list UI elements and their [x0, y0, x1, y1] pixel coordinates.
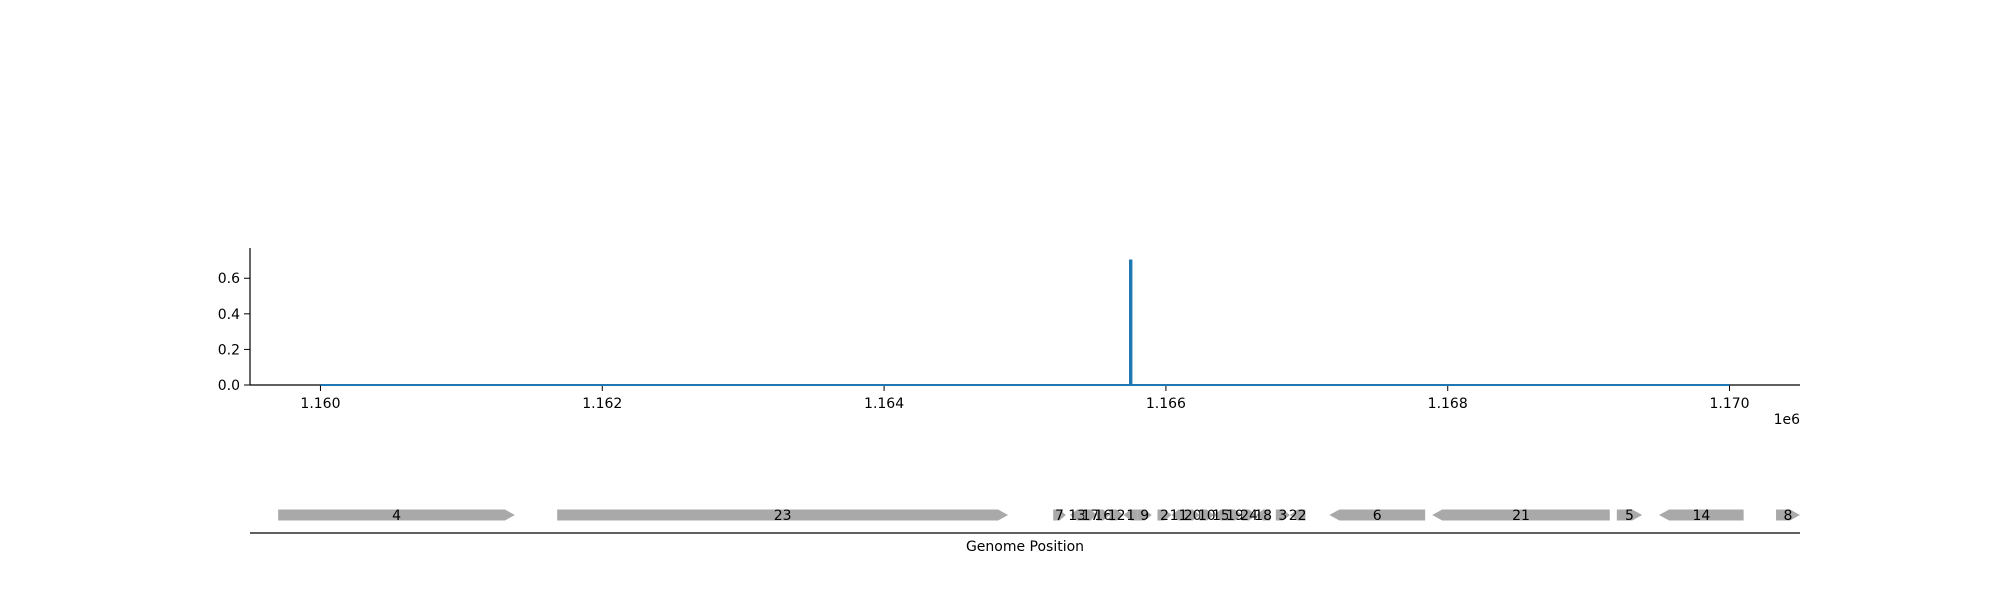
- gene-arrow: [1227, 509, 1242, 521]
- coverage-line: [320, 259, 1730, 386]
- gene-label: 2: [1160, 508, 1169, 524]
- gene-arrow: [278, 509, 515, 521]
- gene-arrow: [1242, 509, 1257, 521]
- y-tick-label: 0.4: [218, 307, 240, 323]
- gene-label: 23: [774, 508, 792, 524]
- gene-label: 19: [1226, 508, 1244, 524]
- gene-label: 12: [1108, 508, 1126, 524]
- gene-label: 5: [1625, 508, 1634, 524]
- gene-label: 15: [1212, 508, 1230, 524]
- gene-label: 11: [1170, 508, 1188, 524]
- y-tick-label: 0.2: [218, 342, 240, 358]
- coverage-plot: 0.00.20.40.6 1.160 1.162 1.164 1.166 1.168 1.…: [218, 248, 1800, 428]
- gene-arrow: [1199, 509, 1214, 521]
- gene-arrow: [1432, 509, 1610, 521]
- gene-label: 20: [1184, 508, 1202, 524]
- x-tick-label: 1.166: [1146, 396, 1186, 412]
- gene-arrow: [557, 509, 1009, 521]
- gene-label: 3: [1278, 508, 1287, 524]
- x-tick-label: 1.170: [1709, 396, 1749, 412]
- x-tick-label: 1.168: [1428, 396, 1468, 412]
- gene-label: 13: [1068, 508, 1086, 524]
- gene-arrow: [1109, 509, 1124, 521]
- gene-arrow: [1171, 509, 1186, 521]
- gene-label: 4: [392, 508, 401, 524]
- x-axis-ticks: 1.160 1.162 1.164 1.166 1.168 1.170: [300, 385, 1750, 412]
- gene-arrow: [1256, 509, 1271, 521]
- gene-label: 8: [1784, 508, 1793, 524]
- gene-label: 6: [1373, 508, 1382, 524]
- gene-label: 14: [1692, 508, 1710, 524]
- gene-label: 22: [1289, 508, 1307, 524]
- y-axis-ticks: 0.0 0.2 0.4 0.6: [218, 271, 250, 394]
- x-tick-label: 1.164: [864, 396, 904, 412]
- gene-arrow: [1616, 509, 1643, 521]
- x-offset-label: 1e6: [1774, 412, 1801, 428]
- y-tick-label: 0.0: [218, 378, 240, 394]
- gene-label: 24: [1240, 508, 1258, 524]
- gene-arrow: [1053, 509, 1066, 521]
- y-tick-label: 0.6: [218, 271, 240, 287]
- gene-label: 21: [1512, 508, 1530, 524]
- gene-arrow: [1659, 509, 1744, 521]
- gene-arrow: [1213, 509, 1228, 521]
- x-tick-label: 1.160: [300, 396, 340, 412]
- gene-label: 10: [1198, 508, 1216, 524]
- gene-arrow: [1123, 509, 1138, 521]
- gene-arrow: [1275, 509, 1290, 521]
- gene-arrow: [1137, 509, 1152, 521]
- gene-label: 18: [1254, 508, 1272, 524]
- gene-label: 16: [1094, 508, 1112, 524]
- gene-label: 7: [1055, 508, 1064, 524]
- gene-label: 1: [1126, 508, 1135, 524]
- gene-label: 17: [1082, 508, 1100, 524]
- gene-arrow: [1070, 509, 1085, 521]
- gene-track-xlabel: Genome Position: [966, 539, 1084, 555]
- gene-arrow: [1289, 509, 1306, 521]
- gene-arrow: [1329, 509, 1426, 521]
- gene-arrow: [1185, 509, 1200, 521]
- gene-arrow: [1084, 509, 1097, 521]
- gene-arrow: [1157, 509, 1172, 521]
- gene-arrow: [1096, 509, 1110, 521]
- gene-arrow: [1776, 509, 1800, 521]
- x-tick-label: 1.162: [582, 396, 622, 412]
- gene-label: 9: [1140, 508, 1149, 524]
